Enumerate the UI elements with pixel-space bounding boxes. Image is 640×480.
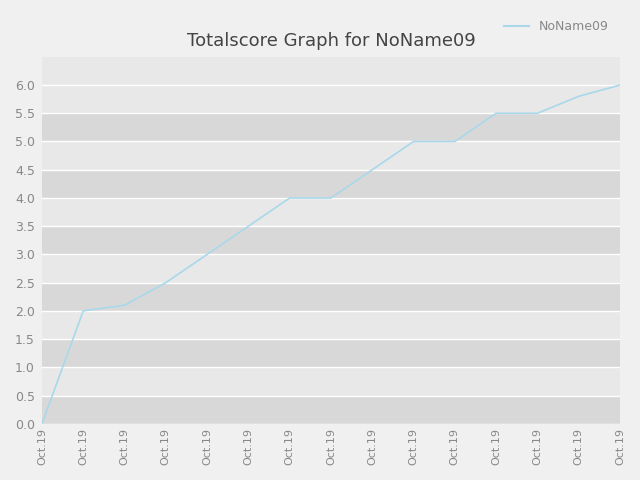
Bar (42, 85, 620, 113)
Bar (42, 198, 620, 226)
Line: NoName09: NoName09 (42, 85, 620, 424)
Bar (42, 113, 620, 142)
NoName09 (286, 195, 294, 201)
NoName09 (204, 252, 211, 257)
NoName09 (616, 82, 624, 88)
NoName09 (575, 94, 582, 99)
Bar (42, 396, 620, 424)
NoName09 (244, 223, 252, 229)
Bar (42, 254, 620, 283)
Legend: NoName09: NoName09 (499, 15, 614, 38)
Bar (42, 339, 620, 367)
NoName09 (492, 110, 500, 116)
NoName09 (121, 302, 129, 308)
Title: Totalscore Graph for NoName09: Totalscore Graph for NoName09 (187, 32, 476, 50)
Bar (42, 283, 620, 311)
NoName09 (162, 280, 170, 286)
NoName09 (410, 139, 417, 144)
Bar (42, 142, 620, 170)
NoName09 (327, 195, 335, 201)
Bar (42, 226, 620, 254)
NoName09 (534, 110, 541, 116)
NoName09 (79, 308, 87, 314)
NoName09 (38, 421, 46, 427)
Bar (42, 311, 620, 339)
Bar (42, 367, 620, 396)
NoName09 (369, 167, 376, 173)
NoName09 (451, 139, 459, 144)
Bar (42, 170, 620, 198)
